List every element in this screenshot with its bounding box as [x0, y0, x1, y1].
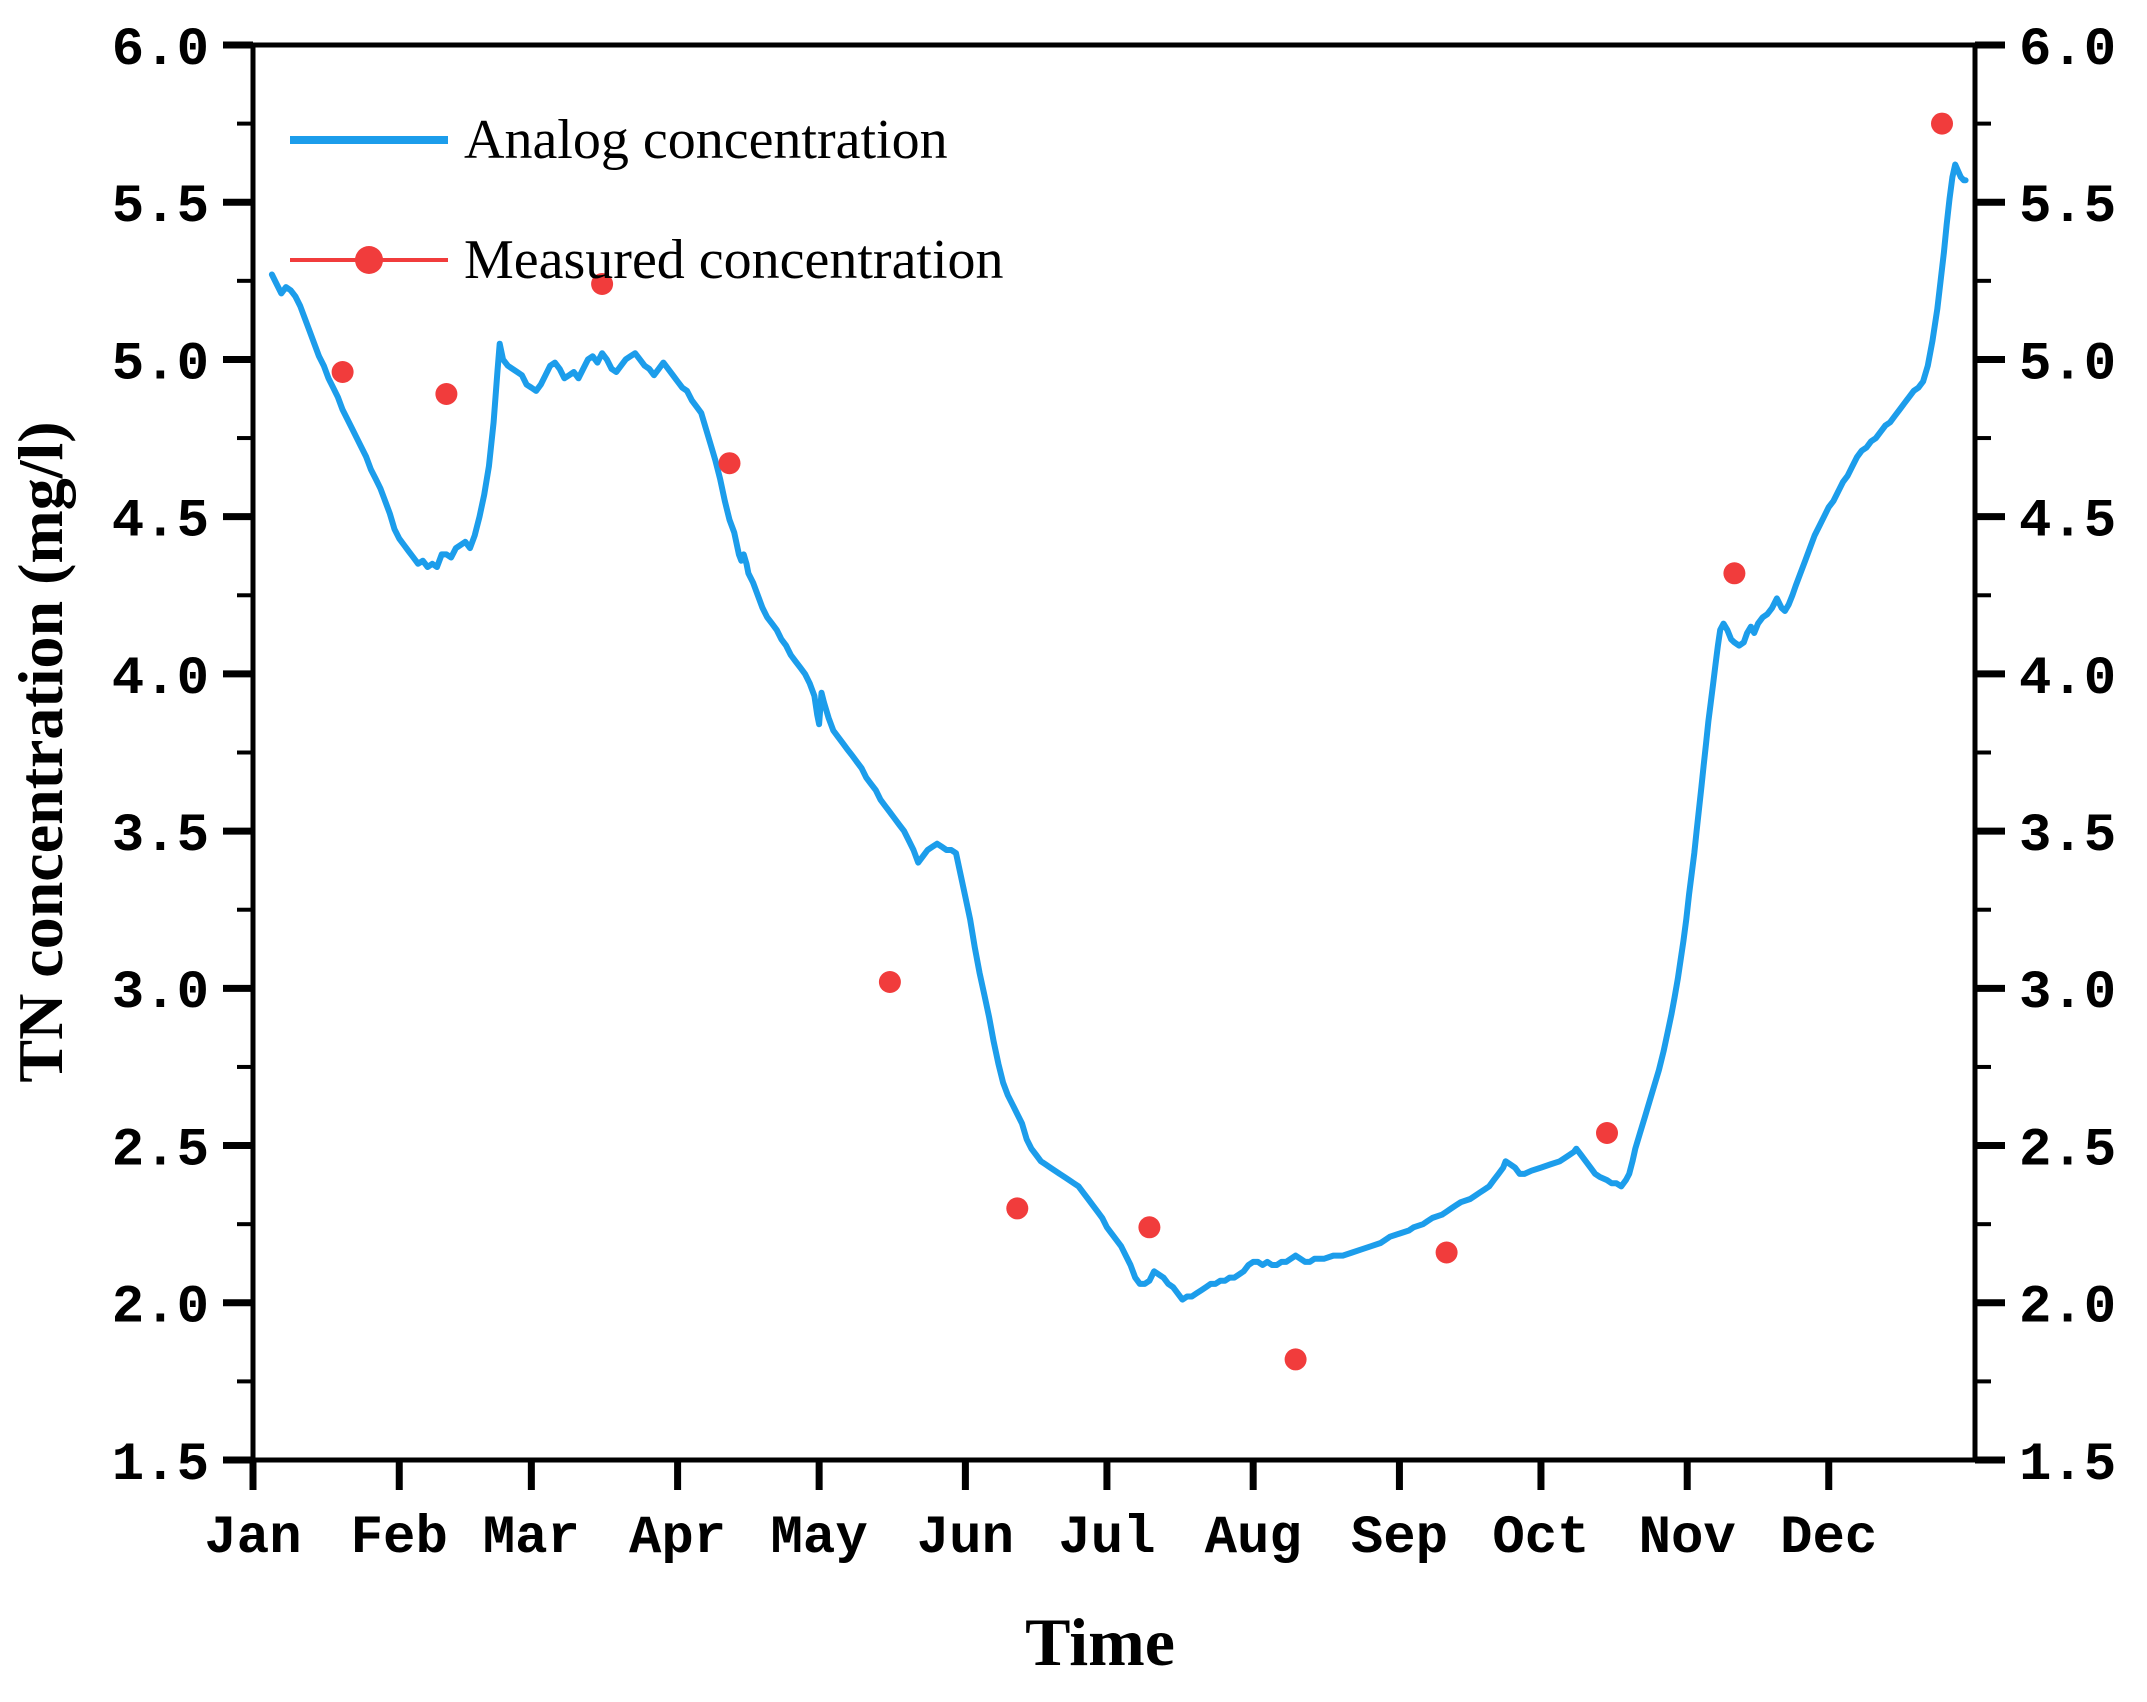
- x-tick-label: Mar: [483, 1508, 580, 1569]
- legend: Analog concentration Measured concentrat…: [290, 109, 1004, 291]
- x-tick-label: Dec: [1780, 1508, 1877, 1569]
- axes-layer: 1.5 1.5 2.0 2.0 2.5 2.5 3.0 3.0 3.5 3.5 4.0 4.0 4.5 4…: [112, 20, 2116, 1569]
- measured-concentration-point: [331, 361, 354, 383]
- series-layer: [268, 112, 1969, 1371]
- measured-concentration-point: [1931, 112, 1953, 135]
- y-tick-label-right: 5.0: [2019, 334, 2116, 395]
- x-tick-label: Aug: [1205, 1508, 1302, 1569]
- measured-concentration-point: [1435, 1241, 1458, 1264]
- measured-concentration-point: [591, 273, 614, 295]
- y-tick-label-right: 2.5: [2019, 1120, 2116, 1181]
- y-tick-label-left: 4.0: [112, 649, 209, 710]
- x-tick-label: Feb: [351, 1508, 448, 1569]
- measured-concentration-point: [435, 383, 458, 405]
- y-tick-label-right: 1.5: [2019, 1435, 2116, 1496]
- x-axis-title: Time: [1025, 1604, 1175, 1680]
- y-tick-label-right: 4.5: [2019, 492, 2116, 553]
- x-tick-label: Nov: [1639, 1508, 1736, 1569]
- y-tick-label-left: 5.0: [112, 334, 209, 395]
- measured-concentration-point: [718, 452, 741, 475]
- x-tick-label: Jan: [204, 1508, 301, 1569]
- measured-concentration-point: [1596, 1122, 1618, 1144]
- y-tick-label-left: 3.5: [112, 806, 209, 867]
- y-tick-label-left: 2.5: [112, 1120, 209, 1181]
- y-tick-label-right: 5.5: [2019, 177, 2116, 238]
- measured-concentration-point: [1723, 562, 1746, 585]
- y-tick-label-left: 3.0: [112, 963, 209, 1024]
- x-tick-label: Oct: [1492, 1508, 1589, 1569]
- measured-concentration-point: [1284, 1348, 1307, 1371]
- y-tick-label-left: 4.5: [112, 492, 209, 553]
- measured-concentration-point: [1138, 1216, 1161, 1239]
- y-tick-label-right: 3.5: [2019, 806, 2116, 867]
- x-tick-label: Apr: [629, 1508, 726, 1569]
- legend-analog-label: Analog concentration: [464, 109, 948, 171]
- analog-concentration-line: [268, 161, 1969, 1303]
- y-tick-label-right: 2.0: [2019, 1278, 2116, 1339]
- measured-concentration-point: [878, 971, 901, 993]
- x-tick-label: Sep: [1351, 1508, 1448, 1569]
- y-tick-label-right: 6.0: [2019, 20, 2116, 81]
- legend-measured-label: Measured concentration: [464, 229, 1004, 291]
- y-tick-label-right: 3.0: [2019, 963, 2116, 1024]
- x-tick-label: Jul: [1058, 1508, 1155, 1569]
- y-tick-label-left: 2.0: [112, 1278, 209, 1339]
- y-axis-title: TN concentration (mg/l): [5, 421, 76, 1082]
- x-tick-label: May: [771, 1508, 868, 1569]
- y-tick-label-left: 6.0: [112, 20, 209, 81]
- y-tick-label-left: 1.5: [112, 1435, 209, 1496]
- y-tick-label-left: 5.5: [112, 177, 209, 238]
- measured-concentration-point: [1006, 1197, 1029, 1220]
- x-tick-label: Jun: [917, 1508, 1014, 1569]
- legend-measured-marker-icon: [355, 246, 383, 274]
- y-tick-label-right: 4.0: [2019, 649, 2116, 710]
